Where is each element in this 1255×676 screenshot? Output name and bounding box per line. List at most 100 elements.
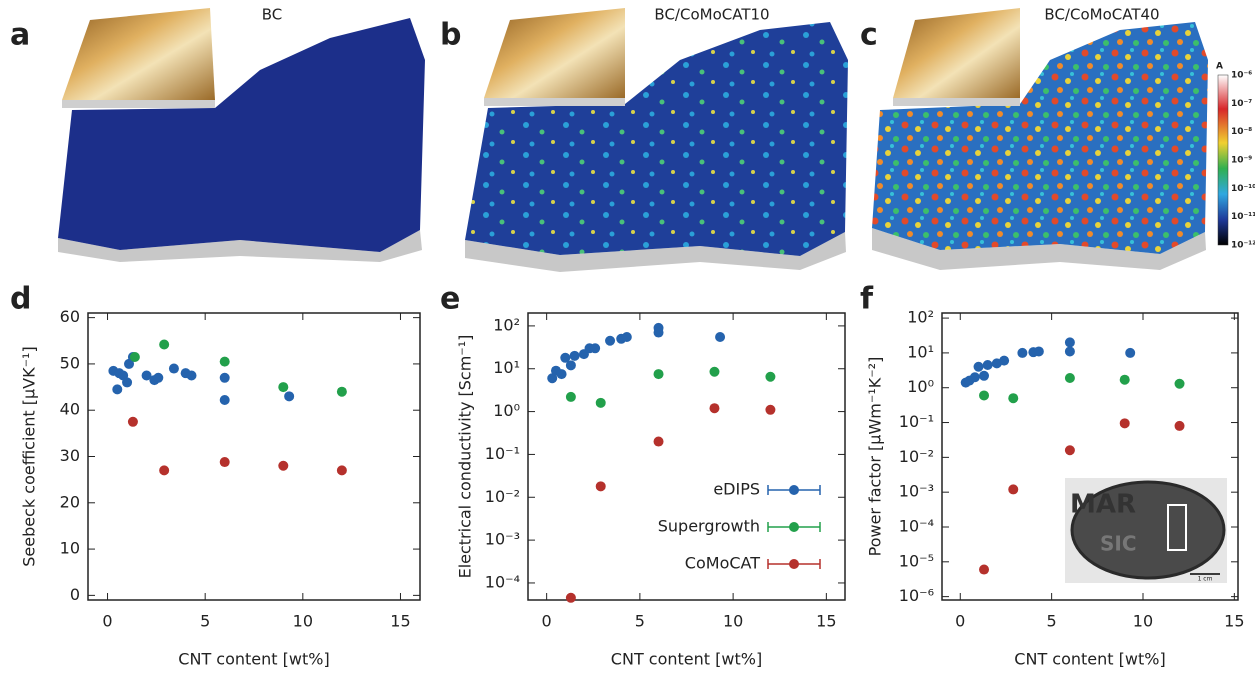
data-point — [765, 404, 776, 415]
colorbar-label: 10⁻⁸ — [1231, 127, 1252, 137]
x-axis-title: CNT content [wt%] — [178, 650, 329, 669]
data-point — [278, 382, 289, 393]
legend-swatch — [789, 559, 799, 569]
data-point — [1064, 337, 1075, 348]
panel-label: c — [860, 18, 878, 53]
data-point — [1125, 347, 1136, 358]
topography-inset — [484, 8, 625, 98]
scale-label: 1 cm — [1198, 576, 1213, 583]
data-point — [1064, 445, 1075, 456]
x-tick-label: 0 — [542, 612, 552, 631]
data-point — [219, 395, 230, 406]
chart: 10⁻⁶ 10⁻⁵ 10⁻⁴ 10⁻³ 10⁻² 10⁻¹ 10⁰ 10¹ 10² 0 5 10 15 C… — [866, 308, 1245, 669]
colorbar-label: 10⁻¹⁰ — [1231, 184, 1255, 194]
base — [872, 228, 1206, 270]
data-point — [336, 465, 347, 476]
y-axis-title: Power factor [μWm⁻¹K⁻²] — [866, 357, 885, 557]
data-point — [653, 436, 664, 447]
photo-text: SIC — [1100, 532, 1137, 556]
y-tick-label: 10⁻⁴ — [485, 572, 520, 591]
colorbar-label: 10⁻⁷ — [1231, 99, 1252, 109]
data-point — [278, 460, 289, 471]
colorbar-unit: A — [1216, 62, 1223, 72]
data-point — [153, 372, 164, 383]
y-tick-label: 10⁻⁶ — [899, 586, 934, 605]
data-point — [565, 360, 576, 371]
y-tick-label: 10² — [493, 315, 520, 334]
data-point — [1119, 374, 1130, 385]
panel-label: b — [440, 18, 461, 53]
y-tick-label: 60 — [60, 307, 80, 326]
data-point — [122, 377, 133, 388]
data-point — [159, 465, 170, 476]
data-point — [219, 372, 230, 383]
y-tick-label: 0 — [70, 585, 80, 604]
x-tick-label: 15 — [816, 612, 836, 631]
data-point — [765, 371, 776, 382]
y-tick-label: 10⁻¹ — [485, 444, 520, 463]
topography-inset — [62, 8, 215, 100]
data-point — [1119, 418, 1130, 429]
data-point — [653, 327, 664, 338]
data-point — [219, 457, 230, 468]
y-tick-label: 10⁻³ — [899, 482, 934, 501]
image-title: BC — [262, 6, 283, 24]
legend-swatch — [789, 522, 799, 532]
x-tick-label: 10 — [293, 612, 313, 631]
colorbar-labels: 10⁻⁶ 10⁻⁷ 10⁻⁸ 10⁻⁹ 10⁻¹⁰ 10⁻¹¹ 10⁻¹² — [1231, 71, 1255, 251]
panel-label: f — [860, 282, 874, 317]
chart: 10⁻⁴ 10⁻³ 10⁻² 10⁻¹ 10⁰ 10¹ 10² 0 5 10 15 CNT conte… — [456, 312, 846, 669]
afm-panel-b — [465, 8, 848, 272]
chart: 0 10 20 30 40 50 60 0 5 10 15 CNT content [wt%] Seeb… — [20, 307, 421, 669]
data-point — [565, 391, 576, 402]
data-point — [605, 335, 616, 346]
y-tick-label: 20 — [60, 492, 80, 511]
y-tick-label: 10⁻⁵ — [899, 551, 934, 570]
data-point — [565, 592, 576, 603]
data-point — [127, 416, 138, 427]
inset-base — [893, 98, 1020, 106]
panel-label: a — [10, 18, 30, 53]
data-point — [112, 384, 123, 395]
legend-swatch — [789, 485, 799, 495]
afm-panel-a — [58, 8, 425, 262]
data-point — [569, 350, 580, 361]
data-point — [979, 564, 990, 575]
y-tick-label: 10⁻² — [485, 487, 520, 506]
colorbar-label: 10⁻¹² — [1231, 241, 1255, 251]
y-tick-label: 30 — [60, 446, 80, 465]
x-tick-label: 5 — [1047, 612, 1057, 631]
data-point — [709, 403, 720, 414]
data-point — [556, 369, 567, 380]
x-tick-label: 15 — [1224, 612, 1244, 631]
surface — [58, 18, 425, 252]
x-tick-label: 5 — [200, 612, 210, 631]
y-tick-label: 10¹ — [493, 358, 520, 377]
data-point — [1008, 393, 1019, 404]
legend-label: CoMoCAT — [685, 554, 760, 573]
y-tick-label: 10¹ — [907, 342, 934, 361]
colorbar-label: 10⁻⁶ — [1231, 71, 1252, 81]
data-point — [129, 351, 140, 362]
image-title: BC/CoMoCAT10 — [654, 6, 769, 24]
y-tick-label: 10⁻³ — [485, 530, 520, 549]
colorbar — [1217, 74, 1229, 246]
data-point — [982, 359, 993, 370]
data-point — [590, 343, 601, 354]
data-point — [1174, 378, 1185, 389]
y-tick-label: 10⁰ — [493, 401, 520, 420]
data-point — [336, 386, 347, 397]
y-tick-label: 10² — [907, 308, 934, 327]
y-axis-title: Seebeck coefficient [μVK⁻¹] — [20, 346, 39, 566]
x-axis-title: CNT content [wt%] — [1014, 650, 1165, 669]
photo-text: MAR — [1070, 490, 1136, 520]
data-point — [284, 391, 295, 402]
inset-base — [484, 98, 625, 106]
legend-label: Supergrowth — [658, 517, 760, 536]
data-point — [653, 369, 664, 380]
y-tick-label: 10⁻⁴ — [899, 516, 934, 535]
data-point — [595, 397, 606, 408]
colorbar-label: 10⁻¹¹ — [1231, 212, 1255, 222]
legend-label: eDIPS — [713, 480, 760, 499]
